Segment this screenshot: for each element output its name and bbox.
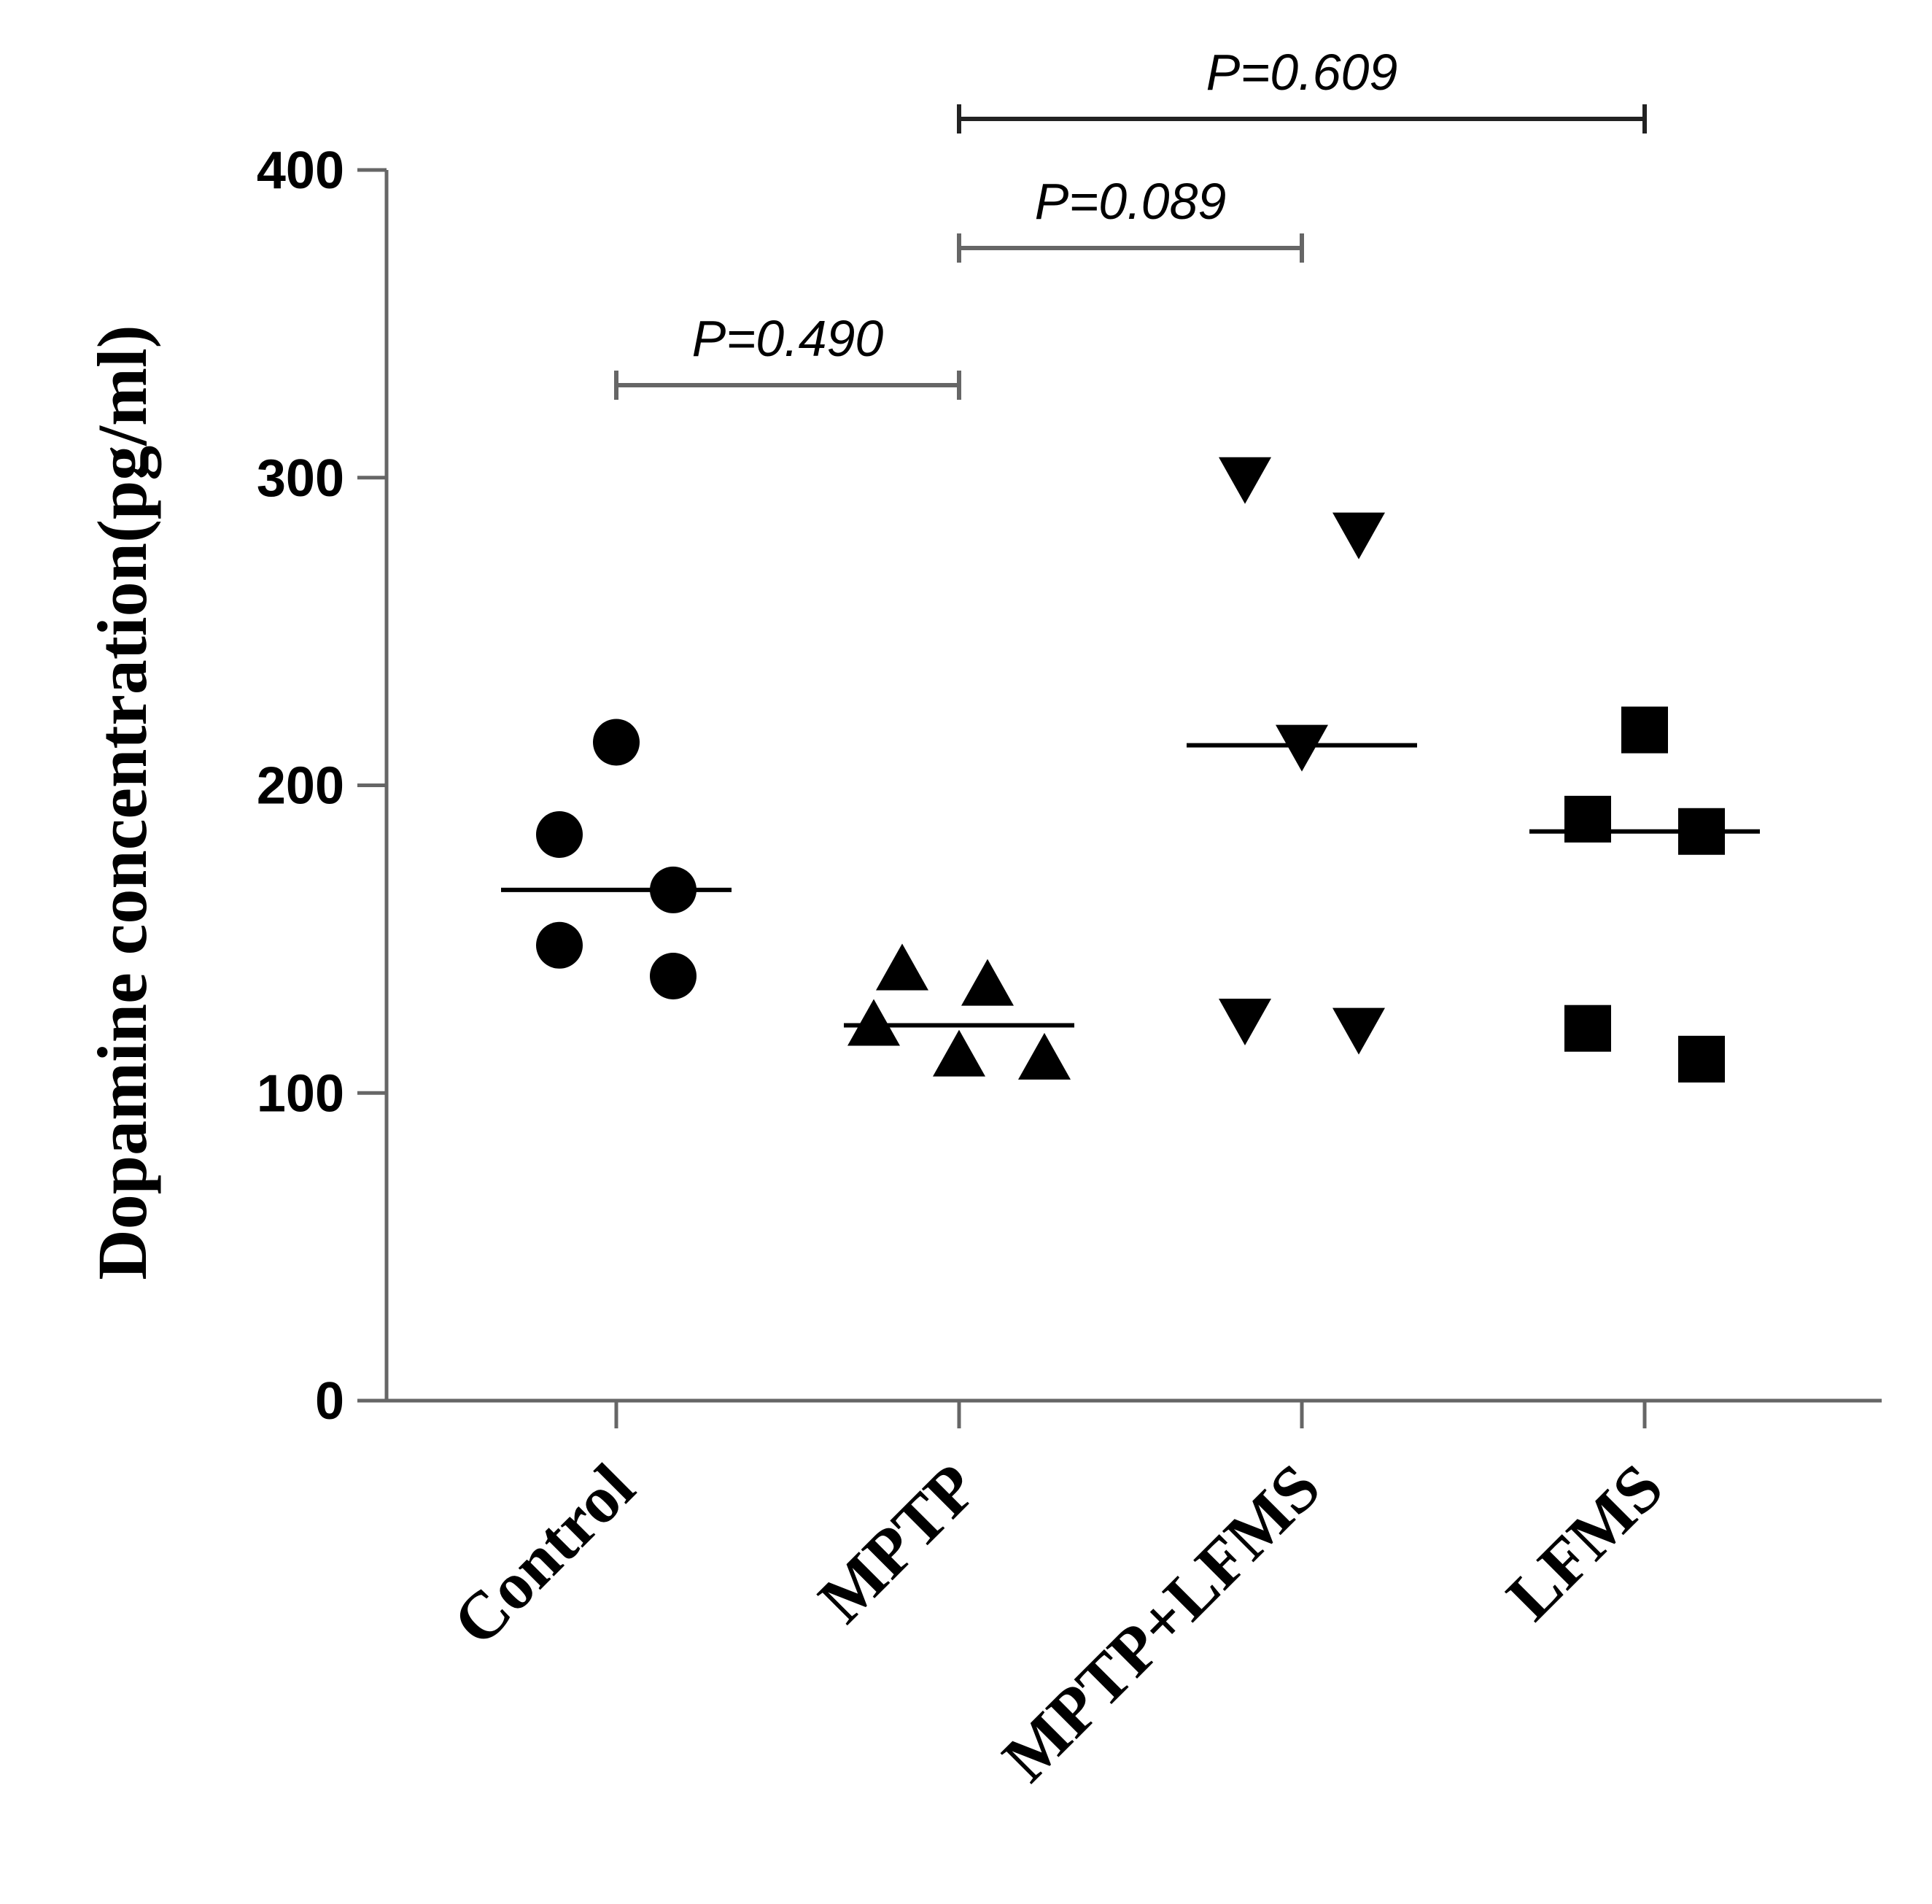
p-value-label: P=0.490 [692, 310, 884, 367]
data-point-square [1678, 1035, 1725, 1083]
data-point-triangle-down [1276, 724, 1328, 772]
data-point-triangle-down [1219, 457, 1271, 504]
data-point-square [1564, 1005, 1611, 1052]
data-point-circle [536, 921, 583, 969]
data-point-triangle-up [933, 1029, 985, 1077]
data-point-triangle-up [876, 943, 928, 991]
data-point-triangle-up [1018, 1032, 1071, 1080]
data-point-square [1564, 795, 1611, 843]
data-point-circle [650, 866, 697, 913]
data-points [536, 457, 1725, 1083]
p-value-label: P=0.609 [1206, 44, 1398, 101]
x-tick-label-mptp: MPTP [804, 1450, 991, 1636]
x-tick-label-mptp-lfms: MPTP+LFMS [988, 1450, 1334, 1795]
y-tick-label: 100 [257, 1064, 344, 1123]
x-tick-label-lfms: LFMS [1492, 1450, 1677, 1634]
data-point-triangle-down [1219, 999, 1271, 1046]
axes [384, 170, 1882, 1403]
x-tick-label-control: Control [438, 1450, 648, 1660]
data-point-triangle-down [1332, 512, 1385, 560]
y-ticks: 0 100 200 300 400 [257, 142, 387, 1431]
significance-brackets: P=0.490 P=0.089 P=0.609 [614, 44, 1647, 400]
data-point-triangle-up [847, 999, 900, 1046]
y-axis-label: Dopamine concentration(pg/ml) [83, 325, 161, 1280]
y-tick-label: 300 [257, 449, 344, 508]
y-tick-label: 400 [257, 142, 344, 200]
data-point-square [1678, 808, 1725, 855]
y-tick-label: 0 [315, 1372, 344, 1431]
data-point-circle [536, 810, 583, 858]
y-tick-label: 200 [257, 757, 344, 816]
data-point-triangle-down [1332, 1007, 1385, 1055]
data-point-triangle-up [961, 959, 1014, 1006]
data-point-circle [593, 719, 640, 766]
p-value-label: P=0.089 [1035, 173, 1227, 230]
data-point-circle [650, 952, 697, 999]
data-point-square [1621, 706, 1668, 754]
